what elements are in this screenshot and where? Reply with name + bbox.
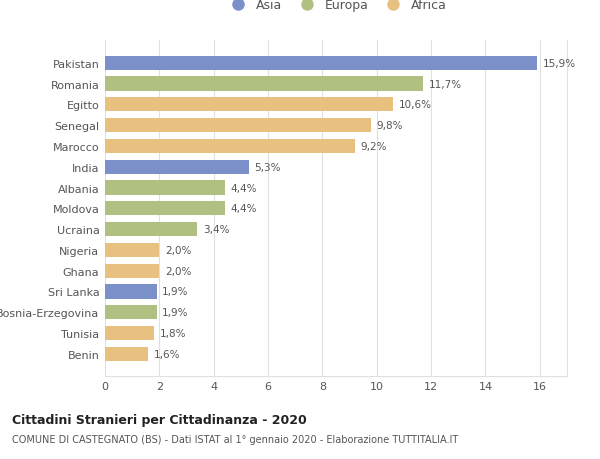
Text: 9,8%: 9,8% [377, 121, 403, 131]
Text: 11,7%: 11,7% [428, 79, 461, 90]
Bar [105, 223, 197, 237]
Bar [105, 285, 157, 299]
Bar [105, 347, 148, 361]
Bar [105, 264, 160, 278]
Legend: Asia, Europa, Africa: Asia, Europa, Africa [221, 0, 452, 17]
Text: 15,9%: 15,9% [542, 59, 575, 68]
Text: 10,6%: 10,6% [398, 100, 431, 110]
Text: Cittadini Stranieri per Cittadinanza - 2020: Cittadini Stranieri per Cittadinanza - 2… [12, 413, 307, 426]
Text: 2,0%: 2,0% [165, 266, 191, 276]
Text: 4,4%: 4,4% [230, 204, 257, 214]
Text: 1,6%: 1,6% [154, 349, 181, 359]
Bar [105, 160, 249, 174]
Text: 1,8%: 1,8% [160, 328, 186, 338]
Bar [105, 119, 371, 133]
Bar [105, 56, 537, 71]
Text: 1,9%: 1,9% [162, 308, 188, 318]
Bar [105, 140, 355, 154]
Text: 1,9%: 1,9% [162, 287, 188, 297]
Text: 9,2%: 9,2% [361, 142, 387, 151]
Bar [105, 202, 224, 216]
Bar [105, 326, 154, 341]
Bar [105, 306, 157, 319]
Bar [105, 181, 224, 195]
Text: COMUNE DI CASTEGNATO (BS) - Dati ISTAT al 1° gennaio 2020 - Elaborazione TUTTITA: COMUNE DI CASTEGNATO (BS) - Dati ISTAT a… [12, 434, 458, 444]
Text: 4,4%: 4,4% [230, 183, 257, 193]
Bar [105, 77, 423, 91]
Bar [105, 98, 393, 112]
Bar [105, 243, 160, 257]
Text: 2,0%: 2,0% [165, 246, 191, 255]
Text: 3,4%: 3,4% [203, 224, 229, 235]
Text: 5,3%: 5,3% [254, 162, 281, 172]
